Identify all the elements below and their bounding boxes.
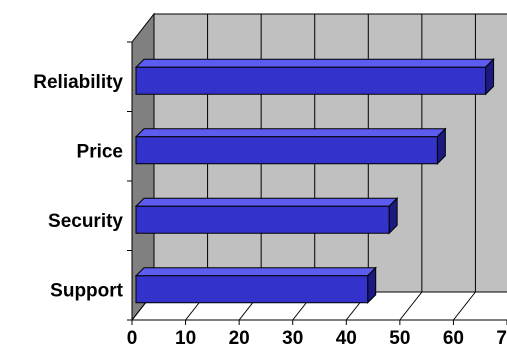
category-label: Price [77,141,123,162]
bars [134,58,495,304]
x-tick-label: 30 [282,328,303,349]
category-label: Security [48,211,123,232]
x-tick-label: 40 [336,328,357,349]
x-tick-label: 10 [175,328,196,349]
bar-security [134,197,399,235]
category-label: Support [50,280,123,301]
bar-top-face [134,58,495,68]
x-tick-label: 50 [389,328,410,349]
bar-top-face [134,197,399,207]
x-tick-label: 60 [443,328,464,349]
bar-top-face [134,267,377,277]
x-tick-label: 70 [496,328,507,349]
x-tick-label: 20 [229,328,250,349]
bar-top-face [134,128,447,138]
bar-support [134,266,377,304]
bar-front-face [135,66,487,95]
category-labels: Reliability Price Security Support [33,72,123,302]
category-label: Reliability [33,72,123,93]
bar-front-face [135,275,369,304]
bar-reliability [134,58,495,96]
bar-front-face [135,136,438,165]
floor-gridline-60 [453,291,476,321]
bar-front-face [135,205,390,234]
floor-gridline-50 [399,291,423,321]
x-tick-labels: 0 10 20 30 40 50 60 70 [127,328,507,349]
x-tick-label: 0 [127,328,138,349]
bar-price [134,127,447,165]
